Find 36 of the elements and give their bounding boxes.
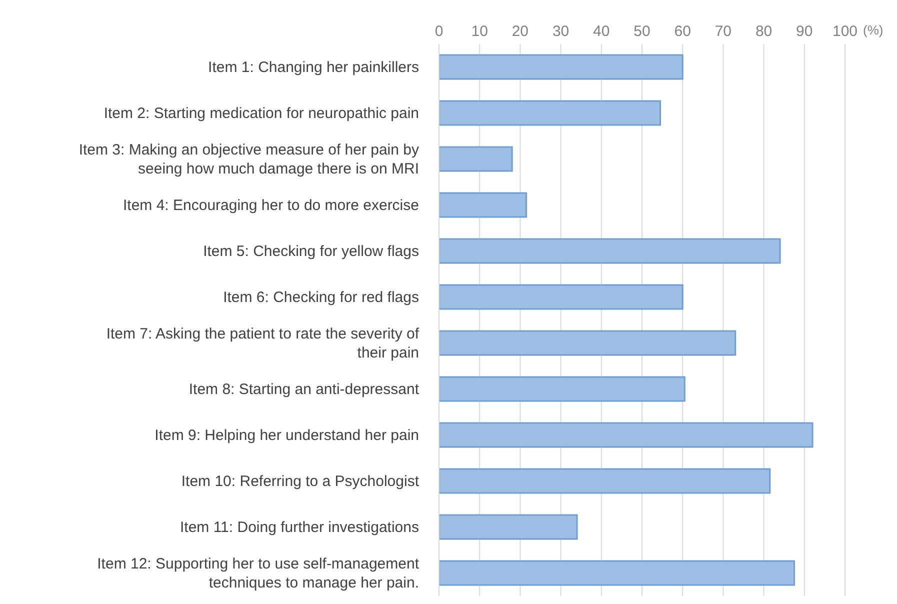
y-tick-label: Item 12: Supporting her to use self-management techniques to manage her pain. <box>97 555 420 591</box>
x-tick-label: 70 <box>714 23 732 40</box>
y-tick-label: Item 1: Changing her painkillers <box>208 58 419 76</box>
bar <box>439 238 781 264</box>
bar <box>439 192 528 218</box>
y-tick-label: Item 11: Doing further investigations <box>180 518 419 536</box>
x-tick-label: 40 <box>593 23 610 40</box>
bar <box>439 54 684 80</box>
x-axis-title: (%) <box>863 22 884 38</box>
y-tick-label: Item 2: Starting medication for neuropathic pain <box>104 104 419 122</box>
y-tick-label: Item 10: Referring to a Psychologist <box>181 472 420 490</box>
bar <box>439 146 513 172</box>
bar <box>439 514 578 540</box>
x-tick-label: 100 <box>832 23 858 40</box>
x-tick-label: 20 <box>512 23 529 40</box>
y-tick-label: Item 3: Making an objective measure of her pain by seeing how much damage there is on MRI <box>78 141 420 177</box>
x-tick-label: 0 <box>434 23 444 40</box>
x-tick-label: 90 <box>796 23 813 40</box>
bar <box>439 560 795 586</box>
bar <box>439 284 684 310</box>
bar <box>439 468 771 494</box>
y-tick-label: Item 5: Checking for yellow flags <box>203 242 419 260</box>
y-tick-label: Item 6: Checking for red flags <box>223 288 419 306</box>
y-tick-label: Item 4: Encouraging her to do more exercise <box>123 196 419 214</box>
x-tick-label: 30 <box>552 23 570 40</box>
x-tick-label: 80 <box>755 23 772 40</box>
y-tick-label: Item 9: Helping her understand her pain <box>154 426 419 444</box>
y-tick-label: Item 8: Starting an anti-depressant <box>188 380 420 398</box>
bar <box>439 100 662 126</box>
x-tick-label: 10 <box>471 23 488 40</box>
bar <box>439 422 814 448</box>
bar <box>439 330 736 356</box>
x-tick-label: 50 <box>634 23 650 40</box>
x-tick-label: 60 <box>674 23 691 40</box>
bar <box>439 376 686 402</box>
y-tick-label: Item 7: Asking the patient to rate the severity of their pain <box>106 325 420 361</box>
